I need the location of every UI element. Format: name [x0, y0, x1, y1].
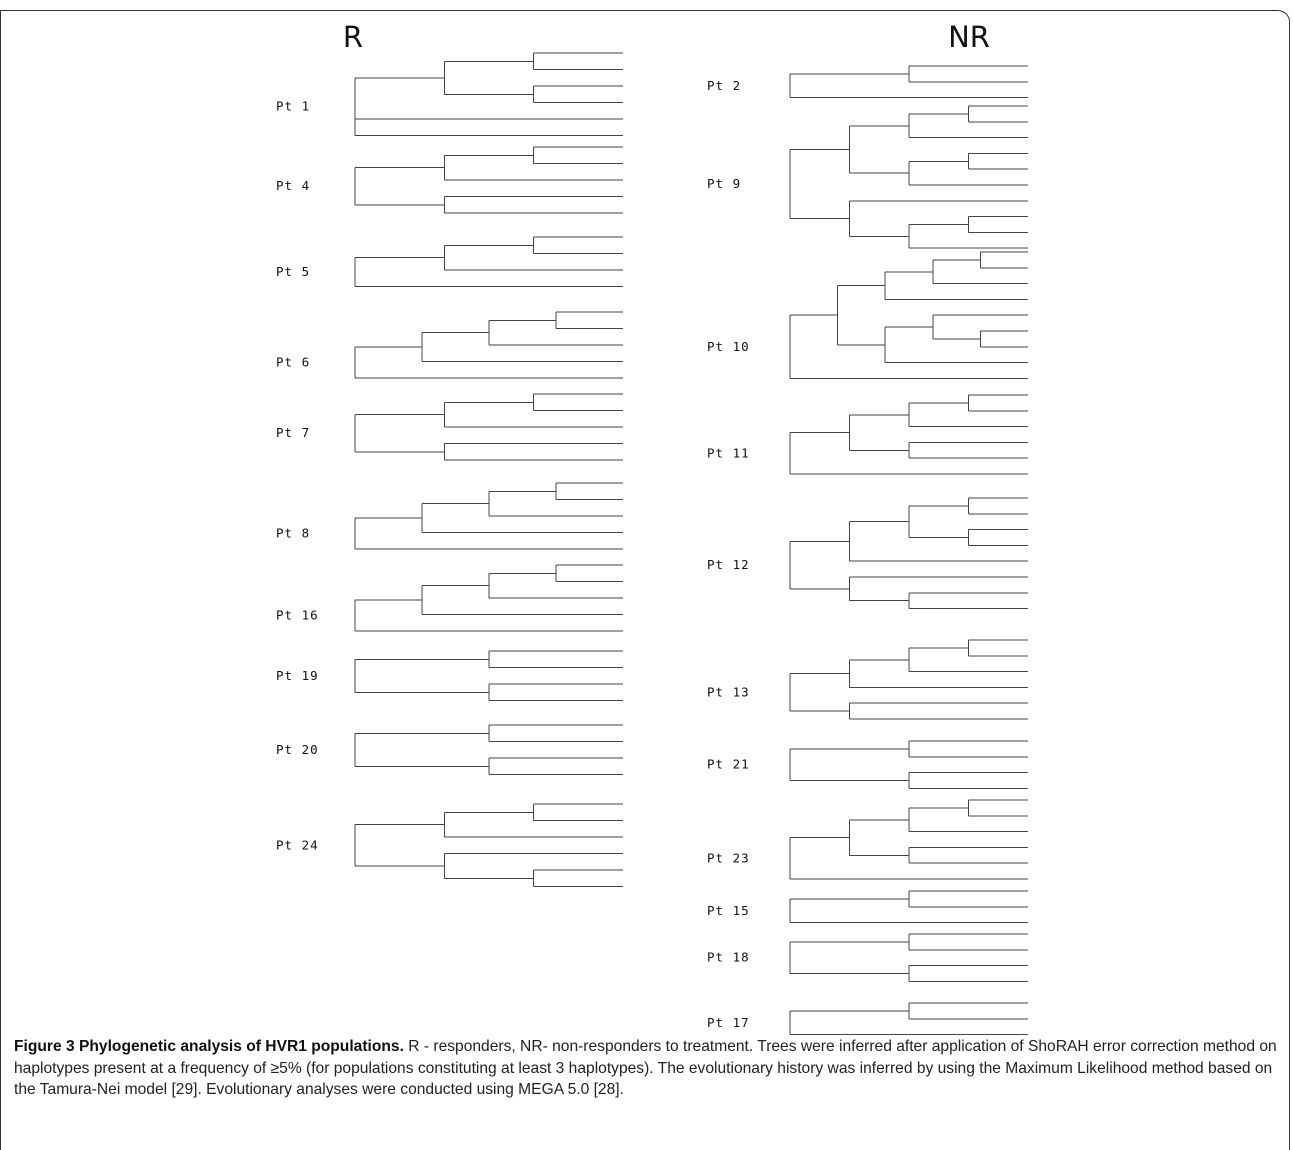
- tree-label: Pt 9: [707, 176, 741, 191]
- tree-label: Pt 20: [276, 742, 319, 757]
- tree-label: Pt 24: [276, 837, 319, 852]
- tree-label: Pt 21: [707, 757, 750, 772]
- tree-label: Pt 12: [707, 557, 750, 572]
- tree-label: Pt 11: [707, 445, 750, 460]
- tree-label: Pt 13: [707, 684, 750, 699]
- figure-caption: Figure 3 Phylogenetic analysis of HVR1 p…: [14, 1036, 1284, 1101]
- tree-label: Pt 5: [276, 264, 310, 279]
- column-heading-responders: R: [343, 20, 363, 54]
- tree-label: Pt 2: [707, 78, 741, 93]
- tree-label: Pt 10: [707, 339, 750, 354]
- tree-label: Pt 8: [276, 526, 310, 541]
- figure-frame: [0, 10, 1290, 1150]
- column-heading-non-responders: NR: [948, 20, 990, 54]
- tree-label: Pt 18: [707, 950, 750, 965]
- tree-label: Pt 1: [276, 99, 310, 114]
- tree-label: Pt 4: [276, 178, 310, 193]
- tree-label: Pt 7: [276, 425, 310, 440]
- caption-lead: Figure 3 Phylogenetic analysis of HVR1 p…: [14, 1038, 404, 1055]
- tree-label: Pt 16: [276, 608, 319, 623]
- tree-label: Pt 17: [707, 1015, 750, 1030]
- trees-layer: Pt 1 Pt 4 Pt 5 Pt 6 Pt 7 Pt 8 Pt 16 Pt 19 Pt 20 P…: [276, 52, 1028, 1035]
- tree-label: Pt 23: [707, 850, 750, 865]
- tree-label: Pt 6: [276, 355, 310, 370]
- tree-label: Pt 19: [276, 668, 319, 683]
- caption-body: R - responders, NR- non-responders to tr…: [14, 1038, 1277, 1098]
- tree-label: Pt 15: [707, 903, 750, 918]
